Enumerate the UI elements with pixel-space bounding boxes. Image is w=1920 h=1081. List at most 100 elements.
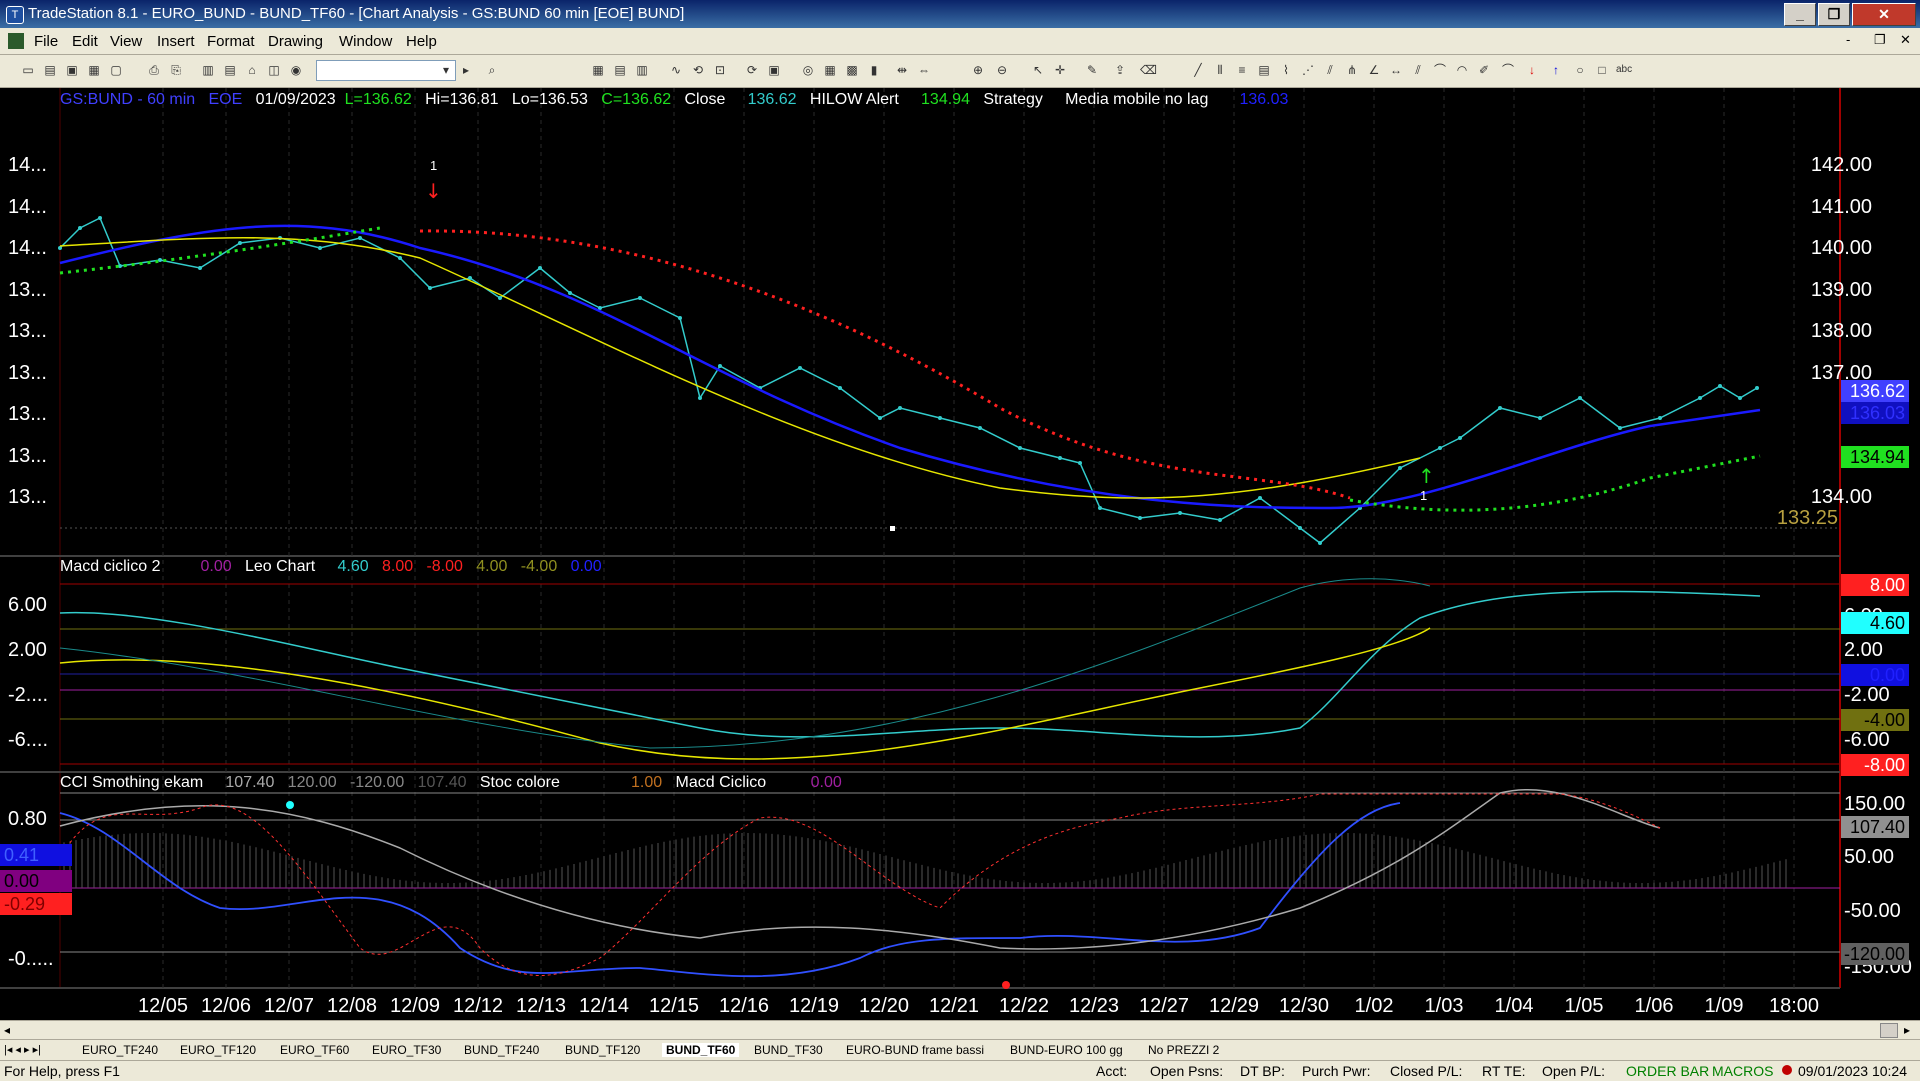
gann-icon[interactable]: ⋰	[1302, 63, 1314, 77]
tab-bund-tf120[interactable]: BUND_TF120	[565, 1043, 641, 1057]
expand-icon[interactable]: ⇹	[896, 63, 908, 77]
tab-euro-tf30[interactable]: EURO_TF30	[372, 1043, 442, 1057]
save-icon[interactable]: ▣	[66, 63, 78, 77]
folder-icon[interactable]: ▢	[110, 63, 122, 77]
workspace-icon[interactable]: ▤	[224, 63, 236, 77]
media-price-box: 136.03	[1841, 402, 1909, 424]
matrix-icon[interactable]: ▦	[824, 63, 836, 77]
panel2-header: Macd ciclico 2 0.00 Leo Chart 4.60 8.00 …	[60, 558, 602, 576]
chart-area[interactable]: ↓ ↑ GS:BUND - 60 min EOE 01/09/2023 L=136…	[0, 88, 1920, 1020]
export-icon[interactable]: ⇪	[1114, 63, 1126, 77]
channel-icon[interactable]: ▤	[1258, 63, 1270, 77]
fib-icon[interactable]: ⌇	[1283, 63, 1289, 77]
maximize-button[interactable]: ❐	[1818, 3, 1850, 26]
menu-drawing[interactable]: Drawing	[268, 33, 324, 50]
scanner-icon[interactable]: ▣	[768, 63, 780, 77]
tools-icon[interactable]: ✎	[1086, 63, 1098, 77]
scroll-right-icon[interactable]: ▸	[1904, 1023, 1911, 1037]
menu-view[interactable]: View	[110, 33, 143, 50]
pencil-icon[interactable]: ✐	[1478, 63, 1490, 77]
child-minimize-button[interactable]: -	[1846, 32, 1851, 47]
delete-icon[interactable]: ⌫	[1140, 63, 1157, 77]
menu-window[interactable]: Window	[339, 33, 393, 50]
globe-icon[interactable]: ◉	[290, 63, 302, 77]
alert-label-buy: 1	[1420, 488, 1428, 503]
horizontal-line-icon[interactable]: ≡	[1238, 63, 1246, 77]
trendline-icon[interactable]: ╱	[1194, 63, 1202, 77]
price-point	[1298, 526, 1302, 530]
arrows-lr-icon[interactable]: ↔	[1390, 63, 1402, 77]
open-icon[interactable]: ▤	[44, 63, 56, 77]
tab-no-prezzi-2[interactable]: No PREZZI 2	[1148, 1043, 1220, 1057]
quotes-icon[interactable]: ▩	[846, 63, 858, 77]
tab-euro-tf240[interactable]: EURO_TF240	[82, 1043, 159, 1057]
window-icon[interactable]: ▥	[202, 63, 214, 77]
strategy-icon[interactable]: ⟲	[692, 63, 704, 77]
arc-icon[interactable]: ⌒	[1433, 63, 1446, 77]
andrews-icon[interactable]: ⋔	[1346, 63, 1358, 77]
tab-bund-tf240[interactable]: BUND_TF240	[464, 1043, 540, 1057]
compress-icon[interactable]: ⇔	[918, 63, 930, 77]
menu-file[interactable]: File	[34, 33, 59, 50]
status-macros[interactable]: MACROS	[1712, 1063, 1774, 1079]
arrow-down-icon[interactable]: ↓	[1529, 63, 1535, 77]
tab-euro-tf120[interactable]: EURO_TF120	[180, 1043, 257, 1057]
text-icon[interactable]: abc	[1616, 64, 1633, 75]
price-point	[538, 266, 542, 270]
connection-status-icon	[1782, 1065, 1792, 1075]
print-icon[interactable]: ⎙	[149, 63, 159, 77]
menu-edit[interactable]: Edit	[72, 33, 98, 50]
lock-icon[interactable]: ⌂	[248, 63, 256, 77]
indicator-icon[interactable]: ∿	[670, 63, 682, 77]
tab-euro-bund-frame-bassi[interactable]: EURO-BUND frame bassi	[846, 1043, 985, 1057]
go-arrow-icon[interactable]: ▸	[462, 63, 470, 77]
symbol-input[interactable]	[316, 60, 456, 81]
vertical-lines-icon[interactable]: ⦀	[1217, 63, 1223, 77]
tab-nav-arrows-icon[interactable]: |◂ ◂ ▸ ▸|	[4, 1044, 41, 1056]
scroll-left-icon[interactable]: ◂	[4, 1023, 11, 1037]
dropdown-arrow-icon[interactable]: ▾	[442, 63, 450, 77]
price-tick: 141.00	[1810, 196, 1872, 218]
arrow-up-icon[interactable]: ↑	[1553, 63, 1559, 77]
tab-bund-euro-100gg[interactable]: BUND-EURO 100 gg	[1010, 1043, 1123, 1057]
save-all-icon[interactable]: ▦	[88, 63, 100, 77]
menu-format[interactable]: Format	[207, 33, 255, 50]
refresh-icon[interactable]: ⟳	[746, 63, 758, 77]
price-point	[78, 226, 82, 230]
bar-icon[interactable]: ▮	[870, 63, 878, 77]
header-close: C=136.62	[601, 91, 672, 108]
angle-icon[interactable]: ∠	[1368, 63, 1380, 77]
tab-bund-tf30[interactable]: BUND_TF30	[754, 1043, 823, 1057]
arc-line-icon[interactable]: ⌒	[1501, 63, 1514, 77]
zoom-out-icon[interactable]: ⊖	[996, 63, 1008, 77]
new-icon[interactable]: ▭	[22, 63, 34, 77]
horizontal-scrollbar[interactable]: ◂ ▸	[0, 1020, 1920, 1039]
rectangle-icon[interactable]: □	[1598, 63, 1606, 77]
close-button[interactable]: ✕	[1852, 3, 1916, 26]
tab-euro-tf60[interactable]: EURO_TF60	[280, 1043, 350, 1057]
child-close-button[interactable]: ✕	[1900, 32, 1911, 47]
data-window-icon[interactable]: ▤	[614, 63, 626, 77]
chart-icon[interactable]: ◫	[268, 63, 280, 77]
scroll-thumb[interactable]	[1880, 1023, 1898, 1038]
analysis-icon[interactable]: ⊡	[714, 63, 726, 77]
chart-type-icon[interactable]: ▦	[592, 63, 604, 77]
status-order-bar[interactable]: ORDER BAR	[1626, 1063, 1710, 1079]
child-restore-button[interactable]: ❐	[1874, 32, 1886, 47]
parallel-icon[interactable]: ⫽	[1415, 63, 1421, 77]
print-preview-icon[interactable]: ⎘	[171, 63, 181, 77]
pointer-icon[interactable]: ↖	[1032, 63, 1044, 77]
find-icon[interactable]: ⌕	[488, 63, 496, 77]
ellipse-icon[interactable]: ○	[1576, 63, 1584, 77]
format-icon[interactable]: ▥	[636, 63, 648, 77]
speed-lines-icon[interactable]: ⫽	[1327, 63, 1333, 77]
menu-insert[interactable]: Insert	[157, 33, 195, 50]
zoom-in-icon[interactable]: ⊕	[972, 63, 984, 77]
radar-icon[interactable]: ◎	[802, 63, 814, 77]
menu-help[interactable]: Help	[406, 33, 437, 50]
minimize-button[interactable]: _	[1784, 3, 1816, 26]
cycle-icon[interactable]: ◠	[1456, 63, 1468, 77]
tab-bund-tf60[interactable]: BUND_TF60	[662, 1043, 740, 1057]
chart-window-icon[interactable]	[8, 33, 24, 49]
crosshair-icon[interactable]: ✛	[1054, 63, 1066, 77]
